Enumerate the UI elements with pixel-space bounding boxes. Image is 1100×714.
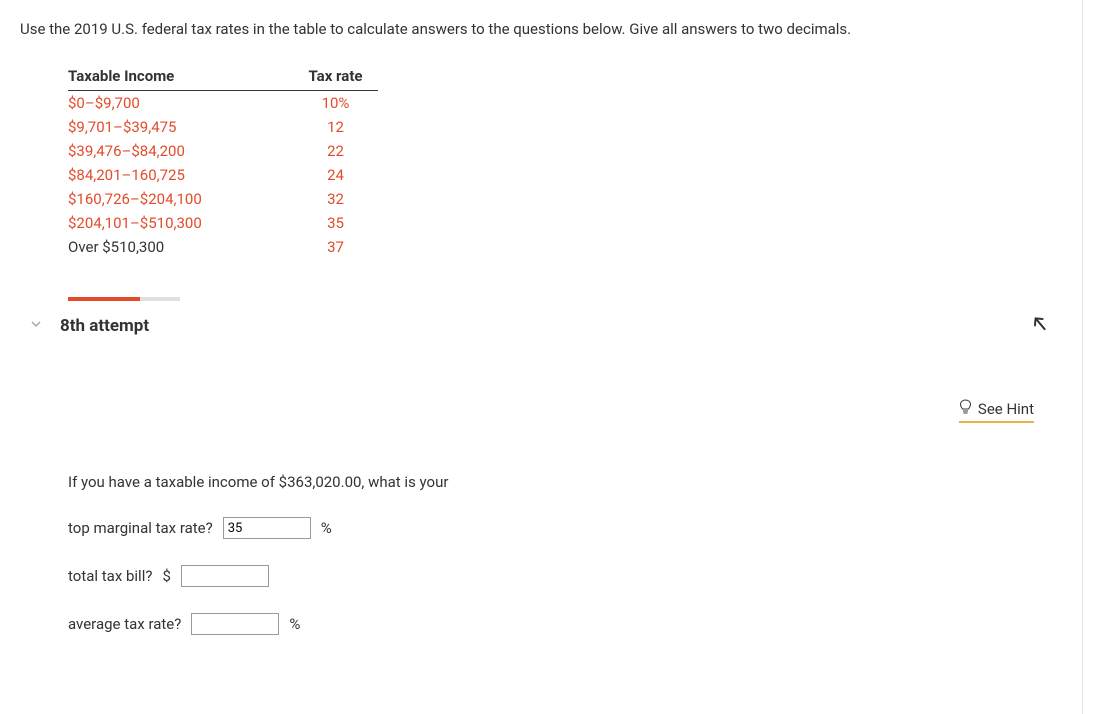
bracket-cell: $0–$9,700 bbox=[68, 91, 293, 116]
marginal-rate-input[interactable] bbox=[223, 517, 311, 539]
average-rate-row: average tax rate? % bbox=[68, 613, 1062, 635]
marginal-rate-row: top marginal tax rate? % bbox=[68, 517, 1062, 539]
hint-row: See Hint bbox=[0, 351, 1082, 423]
rate-cell: 37 bbox=[293, 235, 378, 259]
table-row: $0–$9,700 10% bbox=[68, 91, 378, 116]
total-bill-row: total tax bill? $ bbox=[68, 565, 1062, 587]
average-rate-input[interactable] bbox=[191, 613, 279, 635]
bracket-cell: $9,701–$39,475 bbox=[68, 115, 293, 139]
dollar-prefix: $ bbox=[162, 567, 170, 585]
average-rate-label: average tax rate? bbox=[68, 615, 181, 633]
bracket-cell: $204,101–$510,300 bbox=[68, 211, 293, 235]
progress-bar bbox=[68, 297, 180, 301]
table-header-rate: Tax rate bbox=[293, 62, 378, 91]
attempt-toggle[interactable]: 8th attempt bbox=[30, 316, 149, 336]
rate-cell: 35 bbox=[293, 211, 378, 235]
progress-fill bbox=[68, 297, 140, 301]
rate-cell: 12 bbox=[293, 115, 378, 139]
marginal-rate-label: top marginal tax rate? bbox=[68, 519, 213, 537]
rate-cell: 32 bbox=[293, 187, 378, 211]
table-header-income: Taxable Income bbox=[68, 62, 293, 91]
table-row: Over $510,300 37 bbox=[68, 235, 378, 259]
hint-label: See Hint bbox=[978, 400, 1034, 418]
arrow-up-icon[interactable] bbox=[1026, 310, 1058, 343]
chevron-down-icon bbox=[30, 318, 42, 334]
total-bill-label: total tax bill? bbox=[68, 567, 152, 585]
rate-cell: 10% bbox=[293, 91, 378, 116]
question-prompt: If you have a taxable income of $363,020… bbox=[68, 473, 1062, 491]
total-bill-input[interactable] bbox=[181, 565, 269, 587]
question-section: If you have a taxable income of $363,020… bbox=[0, 423, 1082, 635]
bracket-cell: Over $510,300 bbox=[68, 235, 293, 259]
rate-cell: 24 bbox=[293, 163, 378, 187]
rate-cell: 22 bbox=[293, 139, 378, 163]
table-row: $160,726–$204,100 32 bbox=[68, 187, 378, 211]
lightbulb-icon bbox=[959, 399, 972, 419]
see-hint-link[interactable]: See Hint bbox=[959, 399, 1034, 423]
table-row: $9,701–$39,475 12 bbox=[68, 115, 378, 139]
percent-unit: % bbox=[321, 519, 332, 537]
table-row: $204,101–$510,300 35 bbox=[68, 211, 378, 235]
attempt-row: 8th attempt bbox=[0, 301, 1082, 351]
attempt-label: 8th attempt bbox=[60, 316, 149, 336]
page-container: Use the 2019 U.S. federal tax rates in t… bbox=[0, 0, 1083, 714]
tax-rate-table: Taxable Income Tax rate $0–$9,700 10% $9… bbox=[68, 62, 378, 259]
bracket-cell: $160,726–$204,100 bbox=[68, 187, 293, 211]
table-row: $39,476–$84,200 22 bbox=[68, 139, 378, 163]
bracket-cell: $39,476–$84,200 bbox=[68, 139, 293, 163]
percent-unit: % bbox=[289, 615, 300, 633]
table-row: $84,201–160,725 24 bbox=[68, 163, 378, 187]
bracket-cell: $84,201–160,725 bbox=[68, 163, 293, 187]
instruction-text: Use the 2019 U.S. federal tax rates in t… bbox=[0, 0, 1082, 56]
